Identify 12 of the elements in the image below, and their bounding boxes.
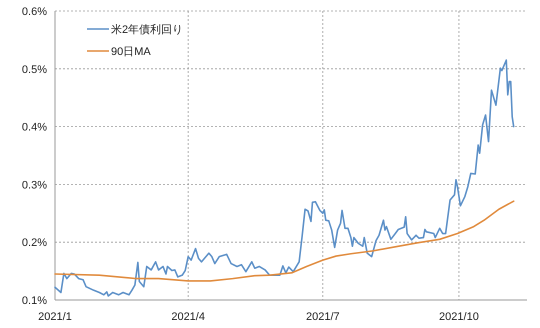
x-tick-label: 2021/10 — [439, 311, 479, 323]
legend-label: 90日MA — [111, 46, 152, 58]
y-tick-label: 0.1% — [22, 295, 48, 307]
y-tick-label: 0.6% — [22, 6, 48, 18]
x-tick-label: 2021/4 — [171, 311, 205, 323]
legend-label: 米2年債利回り — [111, 23, 184, 36]
x-tick-label: 2021/1 — [38, 311, 72, 323]
x-tick-label: 2021/7 — [306, 311, 340, 323]
y-tick-label: 0.4% — [22, 122, 48, 134]
y-tick-label: 0.3% — [22, 179, 48, 192]
y-tick-label: 0.2% — [22, 237, 48, 250]
y-tick-label: 0.5% — [22, 64, 48, 76]
